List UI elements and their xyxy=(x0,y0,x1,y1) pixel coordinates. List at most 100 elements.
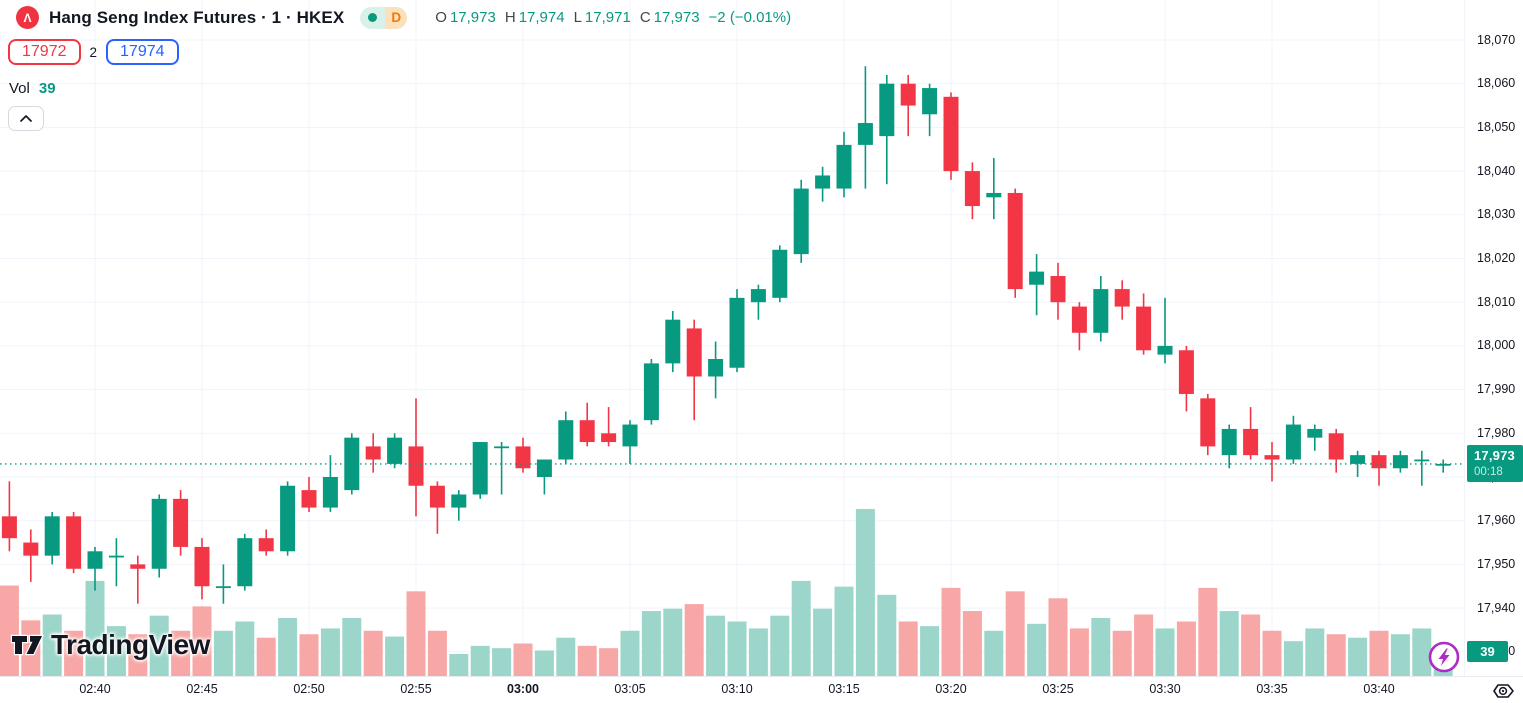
price-axis[interactable]: 17,973 00:18 39 18,070 18,060 18,050 18,040… xyxy=(1464,0,1523,676)
candle-body xyxy=(622,424,638,447)
candle-wick xyxy=(1421,450,1423,486)
price-tick-label: 18,040 xyxy=(1477,163,1516,178)
volume-bar xyxy=(470,645,490,676)
lightning-icon[interactable] xyxy=(1427,640,1461,674)
market-status-pill[interactable]: D xyxy=(360,6,408,29)
candle-wick xyxy=(222,564,225,604)
tradingview-logo-link[interactable]: TradingView xyxy=(10,629,210,661)
candle-body xyxy=(601,433,617,443)
candle-body xyxy=(1435,463,1451,466)
candle-body xyxy=(1221,428,1237,456)
candle-body xyxy=(1414,459,1430,462)
volume-bar xyxy=(235,621,255,676)
sell-bid-button[interactable]: 17972 xyxy=(8,39,81,65)
candle-body xyxy=(708,359,724,377)
chart-plot-area[interactable] xyxy=(0,0,1464,676)
volume-bar xyxy=(192,606,212,676)
low-label: L xyxy=(573,9,582,26)
candle-body xyxy=(1050,275,1066,303)
candle-body xyxy=(986,192,1002,198)
candle-body xyxy=(1093,289,1109,333)
open-label: O xyxy=(435,9,447,26)
candle-body xyxy=(750,289,766,303)
volume-axis-badge: 39 xyxy=(1467,641,1508,663)
volume-bar xyxy=(64,630,84,676)
tradingview-wordmark: TradingView xyxy=(51,629,210,660)
collapse-legend-button[interactable] xyxy=(8,106,44,131)
time-axis[interactable]: 02:40 02:45 02:50 02:55 03:00 03:05 03:10 03:15… xyxy=(0,676,1523,703)
candle-body xyxy=(408,446,424,486)
bid-ask-row: 17972 2 17974 xyxy=(8,39,179,65)
buy-ask-button[interactable]: 17974 xyxy=(106,39,179,65)
high-value: 17,974 xyxy=(518,9,565,26)
time-tick-label: 02:40 xyxy=(79,682,111,696)
volume-bar xyxy=(877,594,897,676)
candle-body xyxy=(66,516,82,569)
candle-body xyxy=(1,516,17,539)
candle-body xyxy=(108,555,124,558)
eye-icon[interactable] xyxy=(1489,681,1517,701)
market-open-dot-icon xyxy=(360,6,386,29)
candle-body xyxy=(1285,424,1301,460)
volume-bar xyxy=(342,618,362,676)
volume-bar xyxy=(1155,628,1175,676)
volume-bar xyxy=(149,615,169,676)
candle-body xyxy=(130,564,146,569)
volume-bar xyxy=(1198,587,1218,676)
volume-legend: Vol 39 xyxy=(9,80,56,97)
candle-body xyxy=(1350,455,1366,464)
time-tick-label: 03:15 xyxy=(828,682,860,696)
candle-wick xyxy=(1442,459,1444,473)
symbol-title[interactable]: Hang Seng Index Futures · 1 · HKEX xyxy=(49,7,345,27)
candle-body xyxy=(215,586,231,589)
volume-bar xyxy=(770,615,790,676)
volume-bar xyxy=(620,630,640,676)
candle-body xyxy=(922,88,938,115)
volume-bar xyxy=(920,626,940,676)
price-tick-label: 18,070 xyxy=(1477,32,1516,47)
candle-body xyxy=(1264,455,1280,460)
candle-body xyxy=(558,420,574,460)
volume-bar xyxy=(513,643,533,676)
time-tick-label: 03:25 xyxy=(1042,682,1074,696)
volume-bar xyxy=(1069,628,1089,676)
volume-bar xyxy=(834,586,854,676)
price-tick-label: 18,060 xyxy=(1477,76,1516,91)
volume-bar xyxy=(855,508,875,676)
volume-bar xyxy=(941,587,961,676)
delayed-data-badge: D xyxy=(385,6,408,29)
open-value: 17,973 xyxy=(449,9,496,26)
volume-bar xyxy=(1348,637,1368,676)
volume-bar xyxy=(256,637,276,676)
candle-body xyxy=(365,446,381,460)
candle-wick xyxy=(757,284,760,320)
candle-body xyxy=(1007,192,1023,290)
volume-bar xyxy=(1027,623,1047,676)
candle-body xyxy=(1071,306,1087,333)
volume-bar xyxy=(641,611,661,676)
price-tick-label: 17,950 xyxy=(1477,556,1516,571)
volume-bar xyxy=(42,614,62,676)
price-tick-label: 17,940 xyxy=(1477,600,1516,615)
candle-wick xyxy=(1164,297,1166,364)
candle-wick xyxy=(1271,442,1273,482)
candle-body xyxy=(1371,455,1387,469)
volume-bar xyxy=(427,630,447,676)
symbol-legend: Λ Hang Seng Index Futures · 1 · HKEX D O… xyxy=(16,6,791,29)
candle-body xyxy=(1136,306,1152,351)
price-tick-label: 18,050 xyxy=(1477,119,1516,134)
volume-bar xyxy=(106,626,126,676)
volume-bar xyxy=(85,580,105,676)
candle-wick xyxy=(115,538,118,587)
volume-bar xyxy=(534,650,554,676)
candle-body xyxy=(344,437,360,491)
candle-wick xyxy=(30,529,32,582)
candle-body xyxy=(1178,350,1194,394)
volume-bar xyxy=(320,628,340,676)
close-label: C xyxy=(639,9,651,26)
price-tick-label: 18,030 xyxy=(1477,207,1516,222)
volume-bar xyxy=(1048,598,1068,676)
low-value: 17,971 xyxy=(584,9,631,26)
candle-wick xyxy=(1356,450,1359,477)
candle-body xyxy=(815,175,831,189)
